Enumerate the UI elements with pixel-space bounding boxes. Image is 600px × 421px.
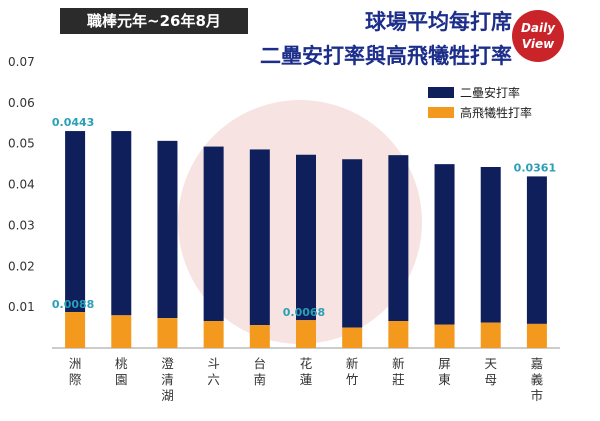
category-label-0: 洲 — [69, 356, 82, 371]
y-tick-label: 0.06 — [8, 96, 35, 110]
bar-series1-1 — [111, 131, 132, 316]
category-label-5: 花 — [300, 356, 313, 371]
legend-label-series2: 高飛犧牲打率 — [460, 105, 533, 120]
bar-series1-7 — [388, 155, 409, 322]
y-tick-label: 0.07 — [8, 55, 35, 69]
bar-series2-6 — [342, 327, 363, 348]
y-tick-label: 0.01 — [8, 300, 35, 314]
bar-series1-4 — [249, 149, 270, 326]
legend-item-series2: 高飛犧牲打率 — [428, 102, 532, 122]
bar-series1-0 — [65, 131, 86, 313]
bar-series2-8 — [434, 324, 455, 348]
category-label-2: 湖 — [161, 388, 174, 403]
category-label-10: 義 — [531, 372, 544, 387]
daily-view-logo: Daily View — [512, 10, 564, 62]
bar-series1-5 — [296, 154, 316, 321]
category-label-2: 澄 — [161, 356, 174, 371]
legend-item-series1: 二壘安打率 — [428, 82, 532, 102]
category-label-7: 莊 — [392, 372, 405, 387]
legend-swatch-series1 — [428, 86, 454, 98]
bar-series2-1 — [111, 315, 132, 348]
category-label-1: 桃 — [115, 356, 128, 371]
date-range-badge: 職棒元年~26年8月 — [60, 8, 248, 34]
y-tick-label: 0.04 — [8, 178, 35, 192]
bar-series1-9 — [480, 167, 501, 323]
category-label-8: 屏 — [438, 356, 451, 371]
data-label-3: 0.0361 — [514, 161, 556, 174]
category-label-10: 市 — [531, 388, 544, 403]
bar-series1-8 — [434, 164, 455, 325]
bar-series2-10 — [526, 323, 547, 348]
legend-label-series1: 二壘安打率 — [460, 85, 521, 100]
category-label-0: 際 — [69, 372, 82, 387]
bar-series2-3 — [203, 321, 224, 348]
chart-title-line2: 二壘安打率與高飛犧牲打率 — [260, 44, 512, 68]
category-label-7: 新 — [392, 356, 405, 371]
y-tick-label: 0.02 — [8, 259, 35, 273]
bar-series2-2 — [157, 318, 178, 348]
y-tick-label: 0.03 — [8, 218, 35, 232]
bar-series2-7 — [388, 321, 409, 348]
category-label-6: 竹 — [346, 372, 359, 387]
y-tick-label: 0.05 — [8, 137, 35, 151]
category-label-5: 蓮 — [300, 372, 313, 387]
data-label-1: 0.0088 — [52, 298, 94, 311]
bar-series1-3 — [203, 146, 224, 322]
category-label-8: 東 — [438, 372, 451, 387]
chart-legend: 二壘安打率 高飛犧牲打率 — [428, 82, 532, 122]
category-label-2: 清 — [161, 372, 174, 387]
category-label-6: 新 — [346, 356, 359, 371]
bar-series2-5 — [296, 320, 316, 348]
category-label-3: 斗 — [207, 356, 220, 371]
category-label-4: 南 — [254, 372, 267, 387]
category-label-3: 六 — [207, 372, 220, 387]
bar-series2-9 — [480, 322, 501, 348]
category-label-9: 天 — [484, 356, 497, 371]
category-label-4: 台 — [254, 356, 267, 371]
data-label-0: 0.0443 — [52, 116, 94, 129]
bar-series2-4 — [249, 325, 270, 348]
bar-series1-2 — [157, 140, 178, 319]
bar-series1-6 — [342, 159, 363, 328]
chart-title-line1: 球場平均每打席 — [365, 10, 512, 34]
logo-word-2: View — [521, 37, 555, 51]
bar-series2-0 — [65, 312, 86, 348]
legend-swatch-series2 — [428, 106, 454, 118]
bar-series1-10 — [526, 176, 547, 324]
category-label-10: 嘉 — [531, 356, 544, 371]
category-label-1: 園 — [115, 372, 128, 387]
logo-word-1: Daily — [520, 21, 556, 35]
data-label-2: 0.0068 — [283, 306, 325, 319]
category-label-9: 母 — [484, 372, 497, 387]
